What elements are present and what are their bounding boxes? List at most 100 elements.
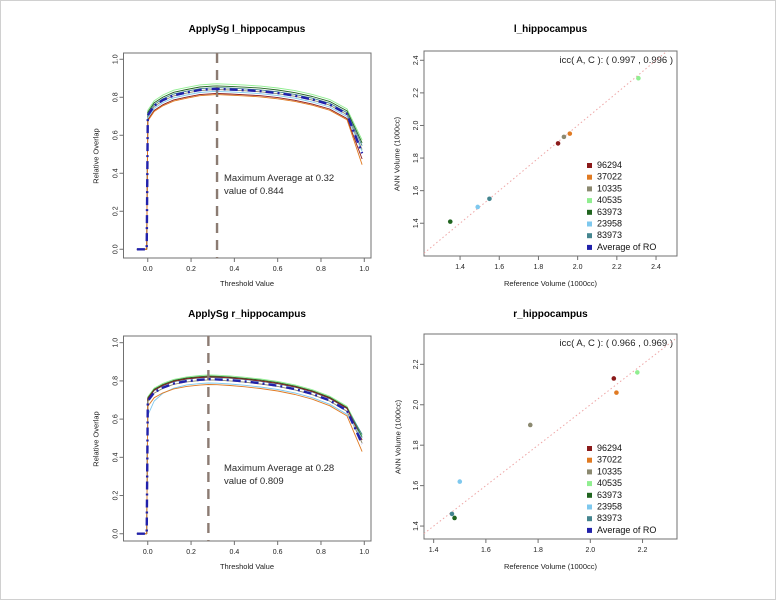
series-line-63973: [136, 375, 363, 535]
plot-area: 0.0 0.2 0.4 0.6 0.8 1.0 0.0 0.2 0.4 0.6 0.8 1.0: [113, 52, 372, 273]
x-tick-label: 2.0: [573, 264, 583, 271]
series-line-10335: [136, 379, 363, 535]
chart-title: r_hippocampus: [513, 309, 588, 320]
data-point-23958: [475, 204, 480, 210]
x-tick-label: 0.0: [143, 266, 153, 273]
series-line-40535: [136, 83, 363, 250]
annotation-line-2: value of 0.844: [224, 186, 284, 197]
y-tick-label: 0.0: [113, 529, 120, 539]
series-line-40535: [136, 374, 363, 535]
x-tick-label: 2.4: [651, 264, 661, 271]
legend-label: 63973: [597, 490, 622, 500]
data-point-23958: [457, 479, 463, 484]
y-tick-label: 0.4: [113, 452, 120, 462]
x-tick-label: 1.4: [455, 264, 465, 271]
x-tick-label: 1.6: [494, 264, 504, 271]
average-ro-line: [136, 378, 364, 535]
legend-label: 63973: [597, 207, 622, 217]
legend-label: 23958: [597, 502, 622, 512]
series-line-63973: [136, 85, 363, 250]
y-tick-label: 0.6: [113, 130, 120, 140]
legend-swatch-40535: [587, 481, 592, 487]
legend-label: Average of RO: [597, 242, 656, 252]
annotation-line-1: Maximum Average at 0.32: [224, 173, 335, 184]
legend-swatch-23958: [587, 504, 592, 510]
legend-swatch-10335: [587, 186, 592, 192]
legend-swatch-10335: [587, 469, 592, 475]
x-tick-label: 0.0: [143, 549, 153, 556]
x-tick-label: 2.0: [585, 547, 595, 554]
series-line-23958: [136, 90, 363, 250]
average-ro-line: [136, 87, 364, 251]
y-tick-label: 1.8: [413, 440, 420, 450]
x-tick-label: 1.0: [359, 549, 369, 556]
chart-title: ApplySg l_hippocampus: [188, 24, 306, 35]
data-point-37022: [567, 131, 573, 136]
data-point-10335: [527, 422, 533, 428]
legend-label: 40535: [597, 195, 622, 205]
y-tick-label: 1.0: [113, 338, 120, 348]
x-axis-label: Threshold Value: [219, 279, 275, 288]
identity-line: [423, 50, 668, 254]
y-tick-label: 0.4: [113, 168, 120, 178]
data-point-40535: [636, 75, 641, 81]
x-tick-label: 1.4: [429, 547, 439, 554]
legend-swatch-83973: [587, 516, 592, 522]
y-tick-label: 0.2: [113, 491, 120, 501]
x-tick-label: 1.0: [359, 266, 369, 273]
plot-box: [123, 335, 372, 542]
x-axis-label: Reference Volume (1000cc): [504, 279, 597, 288]
series-line-83973: [136, 87, 363, 250]
legend-swatch-average-of-ro: [587, 527, 592, 533]
max-average-annotation: Maximum Average at 0.28 value of 0.809: [224, 462, 334, 488]
data-point-96294: [555, 141, 561, 146]
legend-swatch-37022: [587, 457, 592, 463]
x-tick-label: 0.4: [229, 549, 239, 556]
legend-label: 37022: [597, 172, 622, 182]
legend-label: 10335: [597, 183, 622, 193]
annotation-line-2: value of 0.809: [224, 476, 284, 487]
y-tick-label: 1.8: [413, 153, 420, 163]
legend-swatch-63973: [587, 492, 592, 498]
icc-annotation: icc( A, C ): ( 0.997 , 0.996 ): [559, 55, 673, 66]
x-axis-label: Threshold Value: [219, 562, 275, 571]
data-point-37022: [614, 390, 619, 395]
series-line-37022: [136, 94, 363, 250]
y-tick-label: 1.6: [413, 481, 420, 491]
legend-swatch-63973: [587, 209, 592, 215]
plot-box: [423, 333, 678, 540]
chart-title: l_hippocampus: [513, 24, 588, 35]
x-tick-label: 1.8: [533, 547, 543, 554]
legend-swatch-average-of-ro: [587, 244, 592, 250]
y-tick-label: 2.2: [413, 359, 420, 369]
data-point-83973: [487, 196, 492, 202]
series-line-10335: [136, 89, 363, 250]
y-tick-label: 2.0: [413, 400, 420, 410]
legend-label: 83973: [597, 230, 622, 240]
legend-label: 10335: [597, 466, 622, 476]
x-tick-label: 0.6: [273, 266, 283, 273]
legend-label: Average of RO: [597, 525, 656, 535]
icc-annotation: icc( A, C ): ( 0.966 , 0.969 ): [559, 338, 673, 349]
x-tick-label: 0.2: [186, 266, 196, 273]
y-tick-label: 1.4: [413, 521, 420, 531]
y-tick-label: 1.6: [413, 186, 420, 196]
legend-swatch-83973: [587, 233, 592, 239]
y-tick-label: 0.6: [113, 414, 120, 424]
legend-swatch-40535: [587, 198, 592, 204]
chart-l-hippocampus-scatter: l_hippocampus Reference Volume (1000cc) …: [389, 1, 775, 301]
x-tick-label: 0.6: [273, 549, 283, 556]
x-tick-label: 0.4: [229, 266, 239, 273]
x-axis-label: Reference Volume (1000cc): [504, 562, 597, 571]
y-tick-label: 0.8: [113, 376, 120, 386]
legend-swatch-96294: [587, 163, 592, 168]
y-tick-label: 2.0: [413, 121, 420, 131]
y-tick-label: 2.2: [413, 88, 420, 98]
plot-box: [123, 52, 372, 259]
legend-label: 96294: [597, 443, 622, 453]
plot-area: 0.0 0.2 0.4 0.6 0.8 1.0 0.0 0.2 0.4 0.6 0.8 1.0: [113, 335, 372, 556]
chart-title: ApplySg r_hippocampus: [188, 309, 306, 320]
series-line-37022: [136, 384, 363, 535]
x-tick-label: 0.2: [186, 549, 196, 556]
